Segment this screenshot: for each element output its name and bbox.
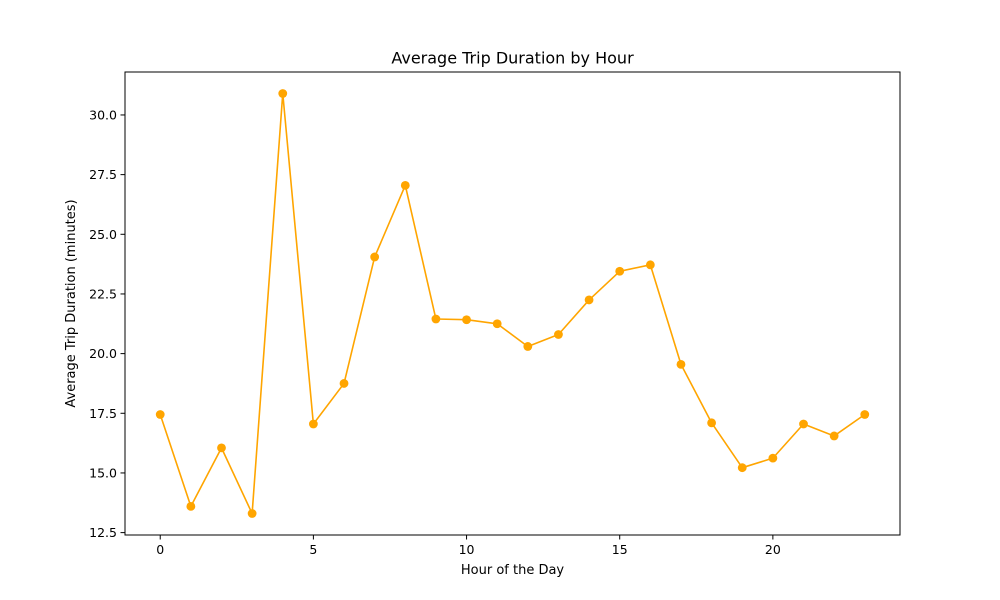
y-tick-label: 20.0 [89,346,117,361]
data-point [339,379,349,388]
x-tick-label: 0 [156,542,164,557]
y-tick-label: 15.0 [89,465,117,480]
data-point [186,501,196,511]
x-tick-label: 5 [309,542,317,557]
y-axis-label: Average Trip Duration (minutes) [64,199,79,407]
data-point [400,180,410,190]
data-point [523,342,533,351]
data-point [278,89,288,98]
data-point [492,319,502,329]
data-point [584,295,594,305]
data-point [829,431,839,441]
data-point [737,463,747,473]
data-point [554,330,563,339]
data-point [707,418,717,428]
series-line [159,92,866,515]
y-tick-label: 17.5 [89,406,117,421]
data-point [155,410,165,419]
data-point [308,419,318,429]
x-tick-label: 10 [459,542,475,557]
y-tick-label: 25.0 [89,227,117,242]
data-point [462,315,471,325]
x-tick-label: 20 [765,542,781,557]
data-point [247,509,257,518]
data-point [370,252,380,262]
x-axis-label: Hour of the Day [461,563,565,578]
data-point [645,260,655,270]
y-tick-label: 12.5 [89,525,117,540]
data-point [799,419,808,429]
data-point [860,410,870,419]
y-tick-label: 30.0 [89,107,117,122]
y-tick-label: 27.5 [89,167,117,182]
y-tick-label: 22.5 [89,286,117,301]
data-point [676,359,686,369]
data-point [217,443,226,453]
x-tick-label: 15 [612,542,628,557]
chart-title: Average Trip Duration by Hour [391,49,634,68]
data-point [768,453,778,463]
data-point [431,314,441,324]
plot-area [155,89,870,518]
plot-frame [124,71,901,536]
data-point [615,266,625,276]
